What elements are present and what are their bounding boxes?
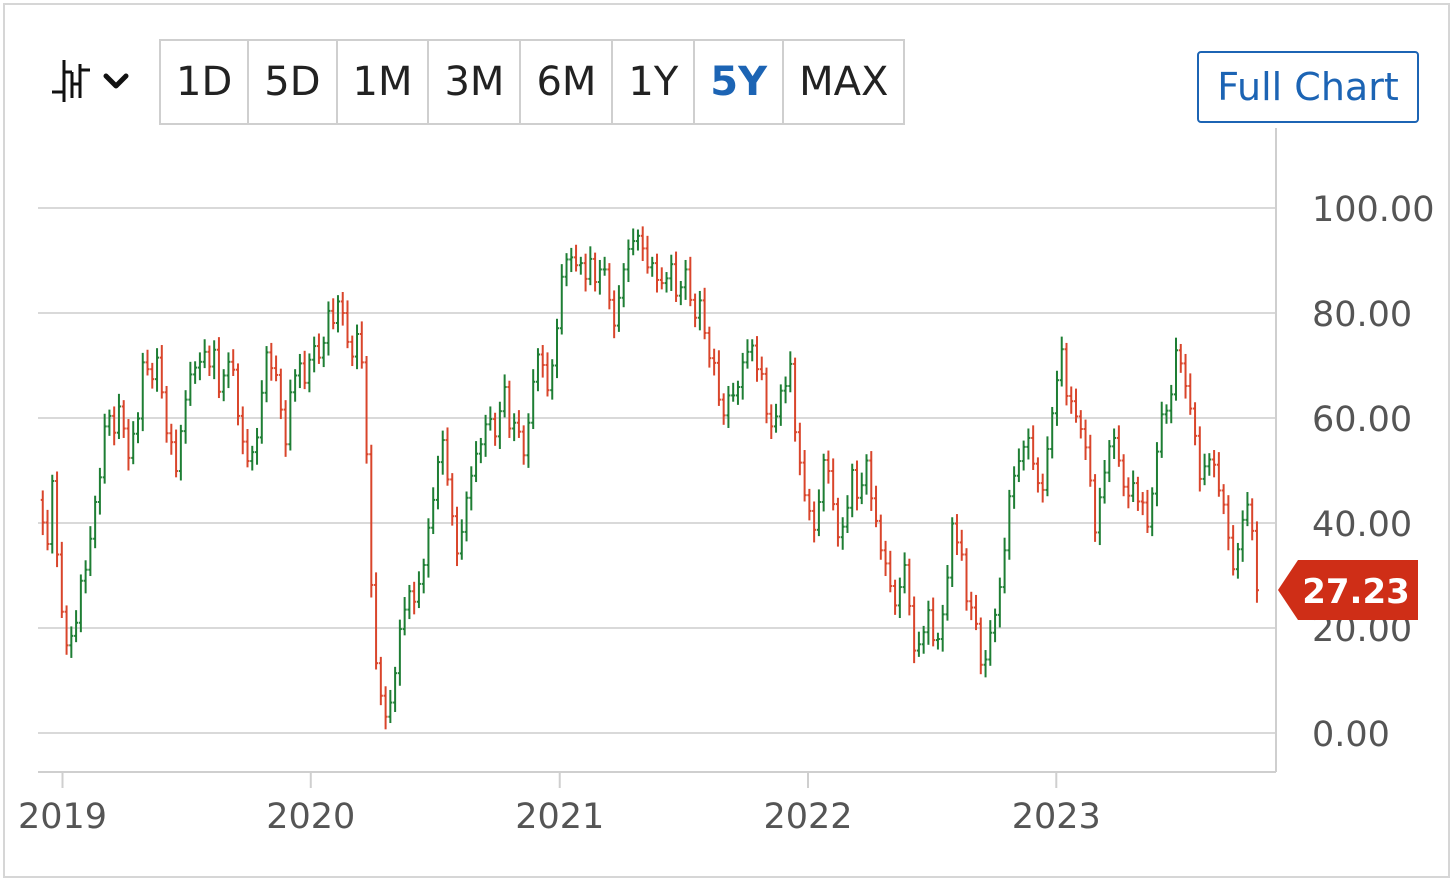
y-tick-label: 60.00 bbox=[1312, 400, 1412, 440]
chevron-down-icon bbox=[103, 73, 129, 89]
range-button-5d[interactable]: 5D bbox=[249, 41, 338, 123]
y-tick-label: 40.00 bbox=[1312, 505, 1412, 545]
y-tick-label: 100.00 bbox=[1312, 190, 1434, 230]
chart-type-selector[interactable] bbox=[50, 58, 140, 106]
range-button-max[interactable]: MAX bbox=[799, 59, 889, 105]
x-tick-label: 2023 bbox=[1012, 797, 1101, 837]
range-button-1d[interactable]: 1D bbox=[161, 41, 250, 123]
x-tick-label: 2022 bbox=[763, 797, 852, 837]
x-tick-label: 2020 bbox=[266, 797, 355, 837]
range-button-5y[interactable]: 5Y bbox=[695, 41, 785, 123]
x-tick-label: 2019 bbox=[18, 797, 107, 837]
y-tick-label: 80.00 bbox=[1312, 295, 1412, 335]
last-price-badge bbox=[1278, 560, 1418, 621]
range-button-1m[interactable]: 1M bbox=[338, 41, 430, 123]
last-price-label: 27.23 bbox=[1302, 572, 1410, 612]
y-tick-label: 0.00 bbox=[1312, 715, 1390, 755]
ohlc-bars-icon bbox=[52, 60, 90, 102]
range-button-3m[interactable]: 3M bbox=[429, 41, 522, 123]
x-tick-label: 2021 bbox=[515, 797, 604, 837]
range-button-6m[interactable]: 6M bbox=[521, 41, 614, 123]
range-button-1y[interactable]: 1Y bbox=[613, 41, 696, 123]
time-range-selector: 1D 5D 1M 3M 6M 1Y 5Y MAX bbox=[159, 39, 906, 125]
full-chart-button[interactable]: Full Chart bbox=[1197, 51, 1419, 123]
